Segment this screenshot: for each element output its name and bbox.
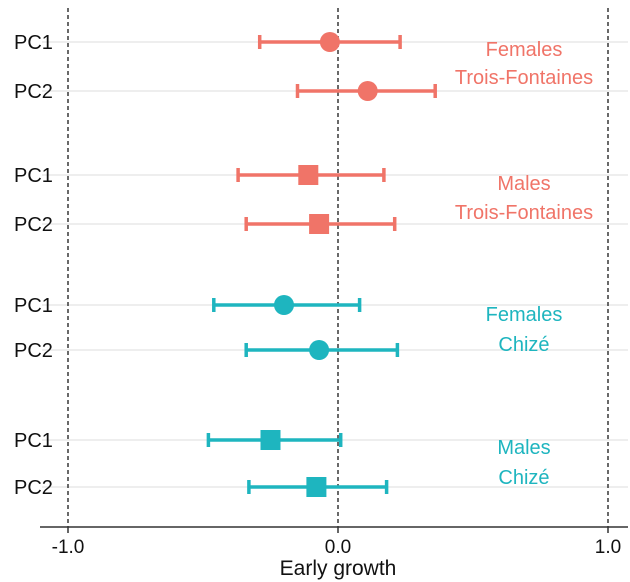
row-gridlines <box>42 41 628 488</box>
x-axis-title: Early growth <box>280 557 397 580</box>
row-label: PC1 <box>14 32 53 54</box>
point-estimate-square <box>260 430 281 450</box>
group-label-line: Males <box>497 437 550 459</box>
row-label: PC1 <box>14 165 53 187</box>
x-tick-label: 1.0 <box>595 537 621 558</box>
row-label: PC2 <box>14 477 53 499</box>
x-tick-label: 0.0 <box>325 537 351 558</box>
x-tick-label: -1.0 <box>52 537 85 558</box>
point-estimate-circle <box>274 295 294 315</box>
group-label-line: Trois-Fontaines <box>455 202 593 224</box>
reference-lines <box>67 8 609 527</box>
error-bars <box>206 35 437 494</box>
group-label-line: Chizé <box>498 334 549 356</box>
group-label-line: Females <box>486 304 563 326</box>
row-label: PC2 <box>14 81 53 103</box>
group-label-line: Chizé <box>498 467 549 489</box>
point-estimate-circle <box>319 32 340 52</box>
row-labels: PC1 PC2 PC1 PC2 PC1 PC2 PC1 PC2 <box>14 32 53 499</box>
point-estimate-square <box>309 214 330 234</box>
group-label-line: Males <box>497 173 550 195</box>
point-estimate-circle <box>309 340 330 360</box>
x-axis-ticks: -1.0 0.0 1.0 <box>52 527 621 558</box>
row-label: PC2 <box>14 214 53 236</box>
point-estimates <box>260 32 378 497</box>
group-label-line: Trois-Fontaines <box>455 67 593 89</box>
point-estimate-circle <box>357 81 378 101</box>
group-label-line: Females <box>486 39 563 61</box>
point-estimate-square <box>298 165 319 185</box>
row-label: PC2 <box>14 340 53 362</box>
point-estimate-square <box>306 477 327 497</box>
row-label: PC1 <box>14 430 53 452</box>
row-label: PC1 <box>14 295 53 317</box>
group-labels: Females Trois-Fontaines Males Trois-Fontain… <box>455 39 593 489</box>
